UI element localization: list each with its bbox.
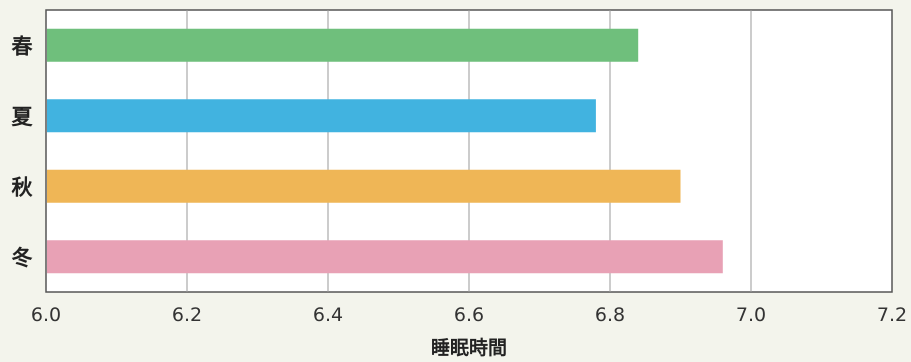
x-tick-label: 7.0 — [736, 304, 766, 326]
category-label: 春 — [12, 34, 34, 58]
category-label: 冬 — [12, 246, 33, 270]
x-tick-label: 6.2 — [172, 304, 202, 326]
x-tick-label: 6.4 — [313, 304, 343, 326]
bars — [47, 28, 723, 274]
x-tick-label: 6.6 — [454, 304, 484, 326]
x-tick-label: 6.8 — [595, 304, 625, 326]
x-tick-label: 7.2 — [877, 304, 907, 326]
bar — [47, 240, 723, 274]
category-label: 秋 — [12, 175, 34, 199]
bar — [47, 169, 681, 203]
bar — [47, 28, 639, 62]
x-tick-label: 6.0 — [31, 304, 61, 326]
x-axis-title: 睡眠時間 — [431, 337, 507, 359]
category-label: 夏 — [12, 105, 34, 129]
bar — [47, 99, 596, 133]
x-tick-labels: 6.0 6.2 6.4 6.6 6.8 7.0 7.2 — [31, 304, 907, 326]
